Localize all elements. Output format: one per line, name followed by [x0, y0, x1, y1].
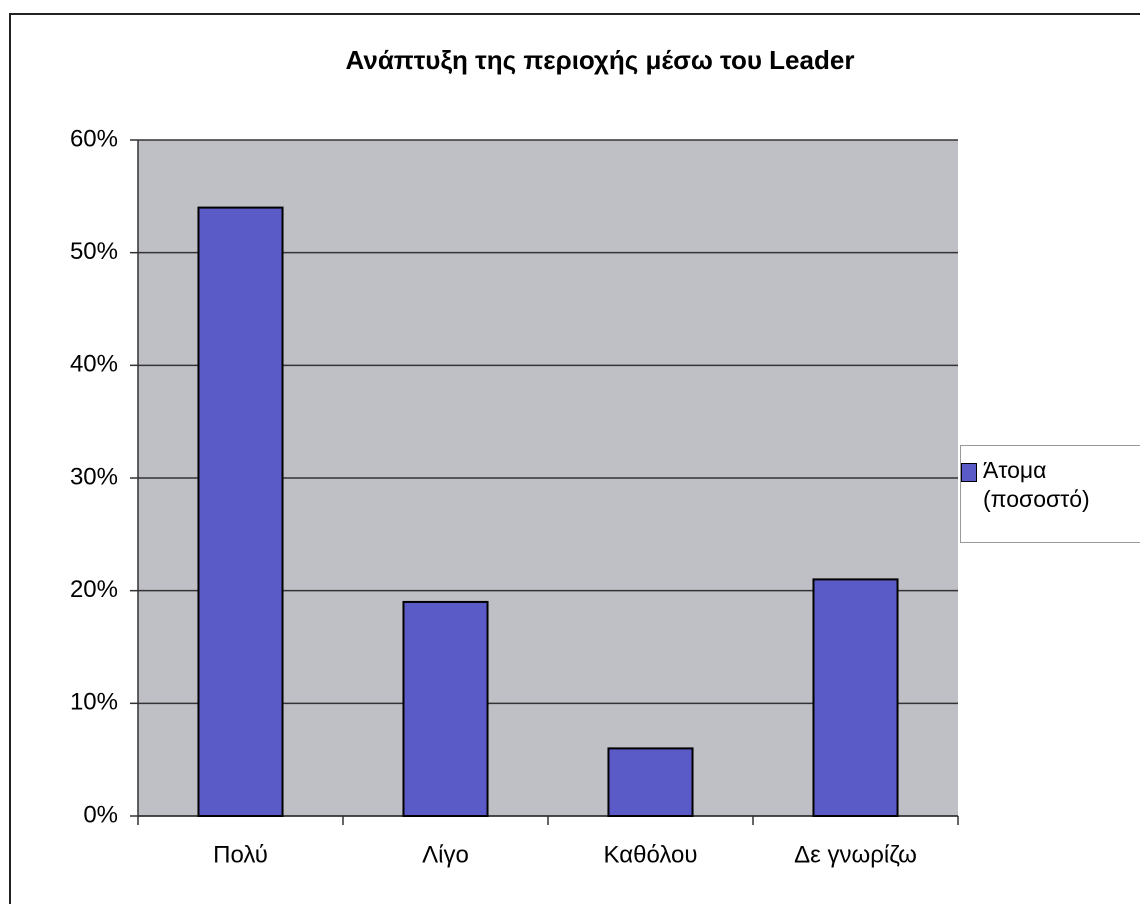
y-tick-label: 30% — [70, 463, 118, 490]
bar — [402, 600, 489, 818]
bar — [812, 578, 899, 818]
y-tick-label: 20% — [70, 576, 118, 603]
legend-label: Άτομα (ποσοστό) — [983, 457, 1090, 512]
chart-title: Ανάπτυξη της περιοχής μέσω του Leader — [346, 45, 855, 75]
y-tick-label: 50% — [70, 238, 118, 265]
y-tick-label: 60% — [70, 125, 118, 152]
x-tick-label: Λίγο — [422, 841, 469, 868]
bar — [197, 206, 284, 818]
y-tick-label: 10% — [70, 689, 118, 716]
legend-swatch — [961, 463, 977, 482]
bar — [607, 747, 694, 818]
y-tick-label: 0% — [83, 801, 118, 828]
x-tick-label: Καθόλου — [604, 841, 698, 868]
y-tick-label: 40% — [70, 351, 118, 378]
legend: Άτομα (ποσοστό) — [960, 445, 1140, 543]
x-tick-label: Πολύ — [213, 841, 268, 868]
x-tick-label: Δε γνωρίζω — [794, 841, 917, 868]
